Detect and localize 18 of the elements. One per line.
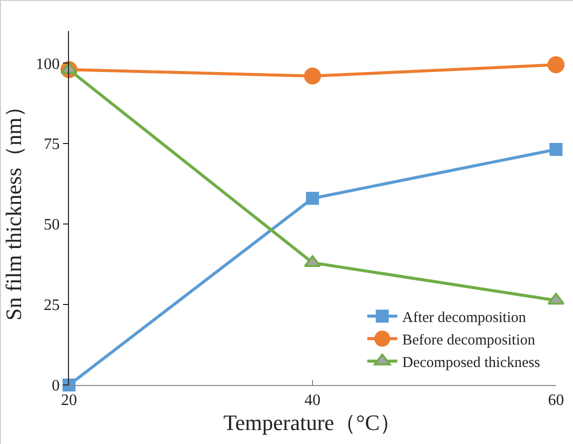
x-tick-label: 40 [304, 392, 320, 410]
legend-label: Before decomposition [402, 332, 536, 349]
legend-label: Decomposed thickness [402, 355, 540, 372]
point [548, 56, 564, 74]
point [304, 68, 321, 85]
point [306, 192, 319, 205]
legend-label: After decomposition [402, 310, 526, 326]
x-tick-label: 60 [548, 392, 564, 410]
y-tick-label: 0 [52, 378, 60, 395]
point [62, 378, 76, 392]
y-tick-label: 100 [36, 56, 60, 73]
point [550, 142, 562, 156]
x-axis-title: Temperature（°C） [223, 410, 402, 436]
y-tick-label: 75 [44, 136, 60, 154]
y-tick-label: 25 [44, 297, 60, 314]
x-tick-label: 20 [61, 392, 77, 410]
y-axis-title: Sn film thickness（nm） [1, 96, 26, 320]
y-tick-label: 50 [44, 216, 60, 234]
